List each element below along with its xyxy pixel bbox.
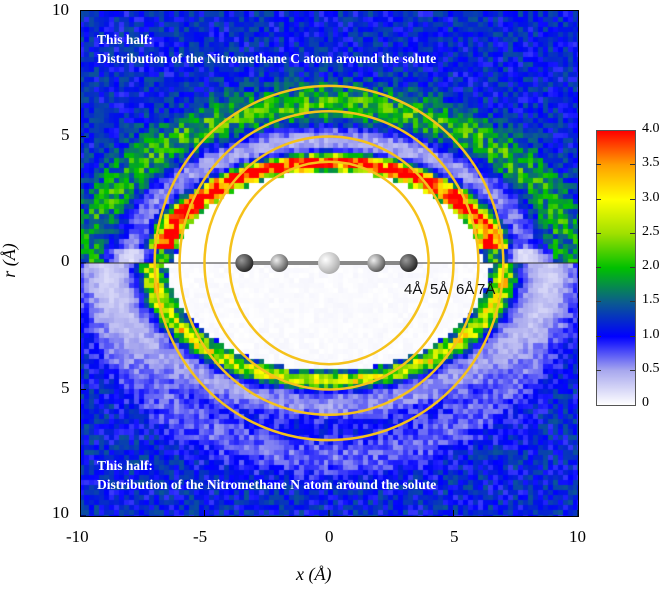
plot-overlay [80,10,578,516]
colorbar-tick-label: 3.0 [642,189,660,205]
molecule-atom [235,254,254,272]
colorbar-tick-mark [630,232,635,234]
x-tick-10: 10 [569,527,586,546]
colorbar-tick-label: 3.5 [642,155,660,171]
y-axis-label: r (Å) [0,243,19,278]
colorbar-tick-mark [630,164,635,166]
colorbar-tick-label: 2.0 [642,258,660,273]
colorbar-tick-label: 4.0 [642,121,660,136]
bottom-half-note: This half: Distribution of the Nitrometh… [97,456,436,494]
molecule-atom [318,252,340,274]
ring-label-7: 7Å [477,281,496,298]
colorbar-tick-mark [596,301,601,303]
colorbar-tick-label: 1.5 [642,292,660,308]
y-tick-top-5: 5 [61,125,70,144]
x-axis-label: x (Å) [296,564,332,584]
colorbar [596,130,636,406]
x-tick-0: 0 [325,527,334,546]
colorbar-tick-label: 0.5 [642,360,660,376]
y-tick-top-10: 10 [52,0,69,19]
colorbar-tick-mark [596,369,601,371]
ring-label-6: 6Å [456,281,475,298]
colorbar-tick-mark [596,267,601,268]
colorbar-tick-label: 2.5 [642,223,660,239]
ring-label-5: 5Å [430,281,449,298]
top-note-line1: This half: [97,32,153,47]
colorbar-tick-mark [596,164,601,166]
molecule-atom [270,254,289,272]
heatmap-plot [80,10,578,516]
colorbar-tick-mark [630,369,635,371]
colorbar-tick-mark [596,335,601,337]
shell-circle-6 [178,109,480,417]
y-tick-0: 0 [61,251,70,270]
bottom-note-line1: This half: [97,458,153,473]
molecule-atom [367,254,386,272]
top-half-note: This half: Distribution of the Nitrometh… [97,30,436,68]
colorbar-tick-mark [630,301,635,303]
colorbar-tick-mark [596,232,601,234]
shell-circle-5 [203,135,455,391]
colorbar-tick-mark [596,198,601,200]
shell-circle-7 [153,84,505,442]
colorbar-tick-mark [630,335,635,337]
colorbar-tick-label: 0 [642,395,649,410]
x-tick--5: -5 [193,527,208,546]
y-tick-bottom-10: 10 [52,503,69,522]
top-note-line2: Distribution of the Nitromethane C atom … [97,51,437,66]
x-tick-5: 5 [450,527,459,546]
bottom-note-line2: Distribution of the Nitromethane N atom … [97,477,437,492]
y-tick-bottom-5: 5 [61,378,70,397]
colorbar-tick-mark [630,267,635,268]
colorbar-tick-mark [630,198,635,200]
molecule-atom [399,254,418,272]
colorbar-tick-label: 1.0 [642,326,660,342]
shell-circle-4 [228,160,430,366]
x-tick--10: -10 [66,527,89,546]
ring-label-4: 4Å [404,281,423,298]
